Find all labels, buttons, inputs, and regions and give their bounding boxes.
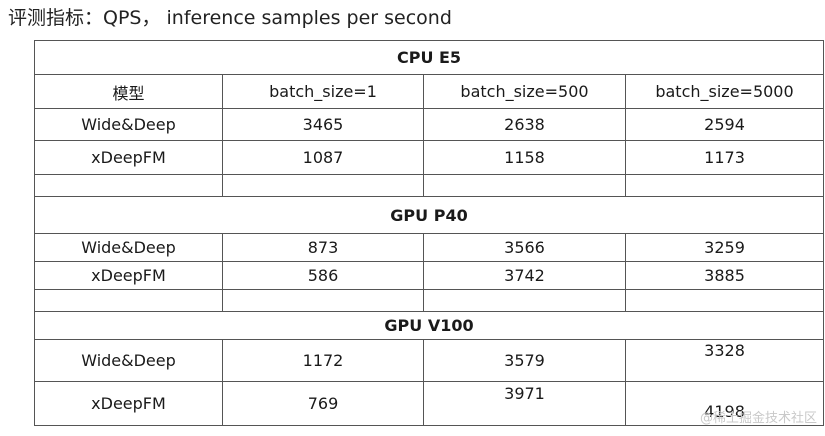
qps-value: 3259 — [624, 233, 825, 262]
qps-value-text: 4198 — [704, 402, 745, 421]
empty-cell — [222, 289, 424, 312]
model-name: Wide&Deep — [34, 233, 223, 262]
section-title-cpu-e5: CPU E5 — [33, 40, 825, 75]
qps-value: 3579 — [423, 339, 626, 382]
qps-value: 2638 — [423, 108, 626, 141]
qps-value: 4198 — [624, 381, 825, 426]
empty-cell — [624, 289, 825, 312]
spacer-row — [34, 289, 825, 312]
table-row: xDeepFM 1087 1158 1173 — [34, 140, 825, 175]
header-batch-5000: batch_size=5000 — [624, 74, 825, 109]
model-name: xDeepFM — [34, 140, 223, 175]
qps-value: 3465 — [222, 108, 424, 141]
qps-value: 1158 — [423, 140, 626, 175]
qps-value-text: 3328 — [704, 341, 745, 360]
qps-value: 586 — [222, 261, 424, 290]
empty-cell — [222, 174, 424, 197]
qps-value: 1087 — [222, 140, 424, 175]
section-header-row: GPU P40 — [33, 196, 825, 234]
qps-value: 3971 — [423, 381, 626, 426]
qps-value: 873 — [222, 233, 424, 262]
empty-cell — [423, 289, 626, 312]
header-batch-500: batch_size=500 — [423, 74, 626, 109]
qps-value: 3885 — [624, 261, 825, 290]
spacer-row — [34, 174, 825, 197]
watermark: @稀土掘金技术社区 — [699, 411, 817, 426]
model-name: Wide&Deep — [34, 339, 223, 382]
page-heading: 评测指标：QPS， inference samples per second — [8, 7, 452, 29]
table-row: xDeepFM 769 3971 4198 — [34, 381, 825, 426]
header-model: 模型 — [34, 74, 223, 109]
section-header-row: CPU E5 — [33, 40, 825, 75]
model-name: Wide&Deep — [34, 108, 223, 141]
qps-value: 3566 — [423, 233, 626, 262]
empty-cell — [34, 289, 223, 312]
header-batch-1: batch_size=1 — [222, 74, 424, 109]
qps-value-text: 3971 — [504, 384, 545, 403]
qps-value: 1172 — [222, 339, 424, 382]
empty-cell — [624, 174, 825, 197]
empty-cell — [34, 174, 223, 197]
model-name: xDeepFM — [34, 261, 223, 290]
section-title-gpu-p40: GPU P40 — [33, 196, 825, 234]
qps-table: CPU E5 模型 batch_size=1 batch_size=500 ba… — [33, 40, 825, 426]
qps-value: 3328 — [624, 339, 825, 382]
qps-value: 2594 — [624, 108, 825, 141]
model-name: xDeepFM — [34, 381, 223, 426]
qps-value: 3742 — [423, 261, 626, 290]
column-header-row: 模型 batch_size=1 batch_size=500 batch_siz… — [34, 74, 825, 109]
table-row: Wide&Deep 1172 3579 3328 — [34, 339, 825, 382]
table-row: xDeepFM 586 3742 3885 — [34, 261, 825, 290]
section-header-row: GPU V100 — [33, 311, 825, 340]
table-row: Wide&Deep 3465 2638 2594 — [34, 108, 825, 141]
qps-value: 1173 — [624, 140, 825, 175]
table-row: Wide&Deep 873 3566 3259 — [34, 233, 825, 262]
qps-value: 769 — [222, 381, 424, 426]
section-title-gpu-v100: GPU V100 — [33, 311, 825, 340]
empty-cell — [423, 174, 626, 197]
